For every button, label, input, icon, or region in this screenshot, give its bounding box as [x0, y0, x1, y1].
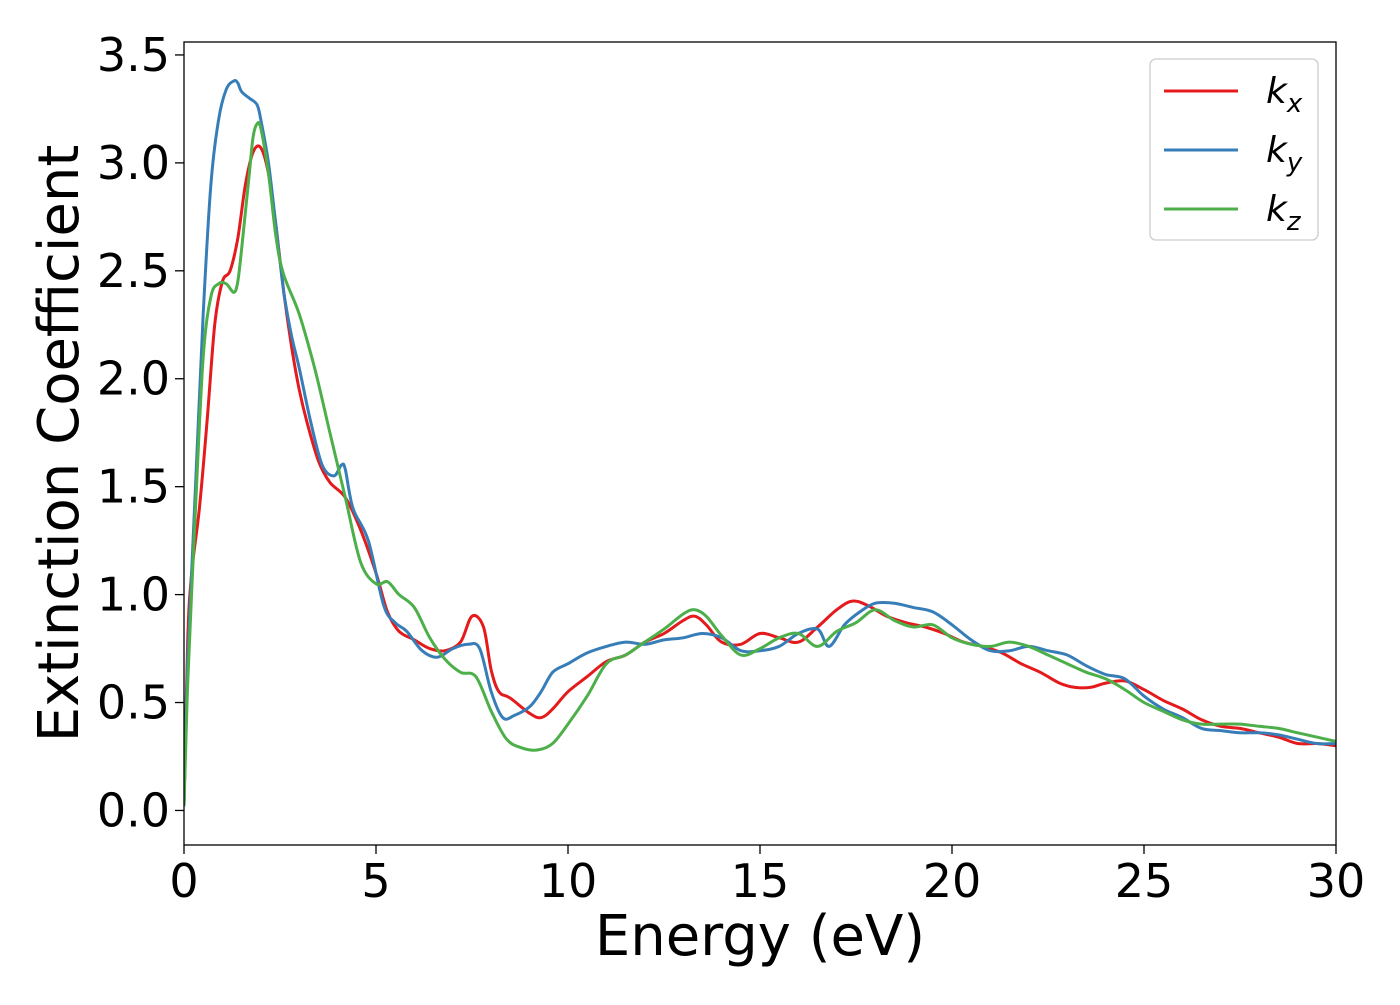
legend-label: kz [1266, 189, 1302, 237]
series-line-x [184, 144, 1336, 807]
series-line-y [184, 79, 1336, 807]
legend-item: ky [1164, 130, 1303, 178]
x-tick-label: 25 [1115, 854, 1174, 908]
y-axis: 0.0 0.5 1.0 1.5 2.0 2.5 3.0 3.5 [97, 28, 184, 837]
x-tick-label: 5 [361, 854, 390, 908]
y-tick-label: 0.5 [97, 676, 170, 730]
y-tick-label: 3.5 [97, 28, 170, 82]
x-tick-label: 30 [1307, 854, 1366, 908]
legend-label: ky [1266, 130, 1303, 178]
x-axis: 0 5 10 15 20 25 30 [169, 845, 1365, 908]
legend-item: kz [1164, 189, 1302, 237]
x-axis-title: Energy (eV) [595, 904, 925, 969]
series-layer [184, 79, 1336, 807]
x-tick-label: 10 [539, 854, 598, 908]
x-tick-label: 0 [169, 854, 198, 908]
y-axis-title: Extinction Coefficient [27, 145, 92, 743]
series-line-z [184, 121, 1336, 807]
y-tick-label: 2.0 [97, 352, 170, 406]
x-tick-label: 20 [923, 854, 982, 908]
legend-label: kx [1266, 71, 1303, 119]
x-tick-label: 15 [731, 854, 790, 908]
legend-item: kx [1164, 71, 1303, 119]
y-tick-label: 1.5 [97, 460, 170, 514]
y-tick-label: 2.5 [97, 244, 170, 298]
legend: kx ky kz [1149, 58, 1319, 241]
y-tick-label: 0.0 [97, 783, 170, 837]
y-tick-label: 3.0 [97, 136, 170, 190]
y-tick-label: 1.0 [97, 568, 170, 622]
